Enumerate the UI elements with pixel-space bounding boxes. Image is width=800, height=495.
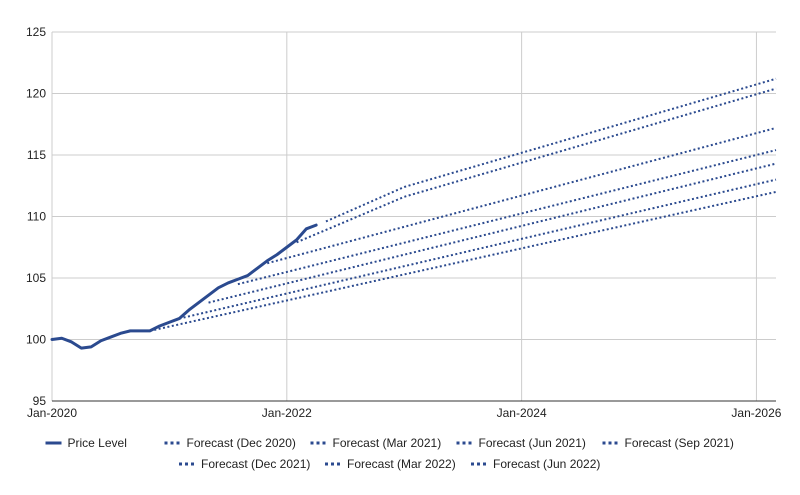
series-line-forecast-mar-2021 (178, 178, 777, 320)
legend-label: Forecast (Jun 2021) (479, 436, 586, 450)
legend-item: Forecast (Dec 2021) (179, 457, 310, 471)
x-tick-label: Jan-2024 (497, 406, 547, 420)
legend-label: Forecast (Sep 2021) (625, 436, 734, 450)
y-tick-label: 120 (26, 87, 46, 101)
x-tick-label: Jan-2022 (262, 406, 312, 420)
legend-item: Forecast (Dec 2020) (164, 436, 296, 450)
series-line-forecast-jun-2021 (208, 162, 777, 304)
y-tick-label: 115 (27, 148, 46, 162)
y-tick-label: 125 (26, 25, 46, 39)
legend-label: Forecast (Dec 2021) (201, 457, 310, 471)
y-tick-label: 110 (27, 210, 46, 224)
legend-label: Forecast (Jun 2022) (493, 457, 600, 471)
legend-item: Forecast (Jun 2022) (471, 457, 600, 471)
legend-item: Forecast (Mar 2022) (325, 457, 456, 471)
series-line-forecast-sep-2021 (237, 149, 777, 286)
x-tick-label: Jan-2026 (731, 406, 781, 420)
legend-item: Price Level (45, 436, 127, 450)
legend-label: Forecast (Dec 2020) (187, 436, 296, 450)
grid (51, 31, 776, 402)
legend-label: Forecast (Mar 2022) (347, 457, 456, 471)
series-line-forecast-dec-2020 (149, 190, 777, 332)
y-tick-label: 95 (33, 394, 47, 408)
legend-item: Forecast (Jun 2021) (456, 436, 586, 450)
series-line-forecast-jun-2022 (325, 77, 777, 223)
series-lines (50, 77, 777, 350)
legend-item: Forecast (Sep 2021) (602, 436, 734, 450)
y-tick-label: 100 (26, 333, 46, 347)
series-line-price-level (50, 223, 318, 350)
legend: Price Level Forecast (Dec 2020) Forecast (… (45, 436, 734, 471)
legend-label: Forecast (Mar 2021) (333, 436, 442, 450)
series-line-forecast-mar-2022 (296, 87, 777, 244)
legend-item: Forecast (Mar 2021) (310, 436, 442, 450)
axes: 95 100 105 110 115 120 125 Jan-2020 Jan-2022 Jan-… (26, 25, 782, 420)
x-tick-label: Jan-2020 (27, 406, 77, 420)
legend-label: Price Level (68, 436, 127, 450)
y-tick-label: 105 (26, 271, 46, 285)
